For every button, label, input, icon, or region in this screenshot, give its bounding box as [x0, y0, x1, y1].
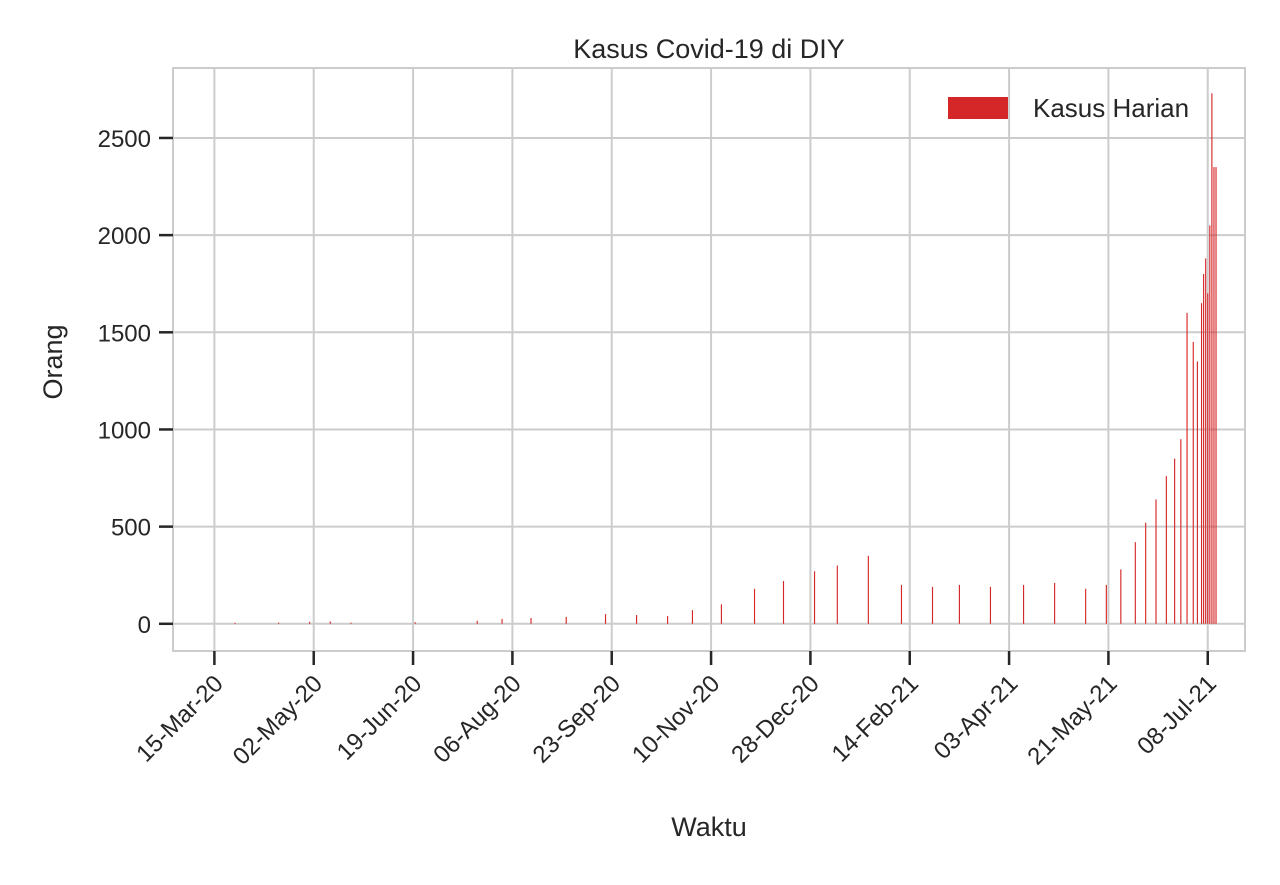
bar-kasus-harian [900, 584, 903, 624]
bar-kasus-harian [1192, 342, 1194, 624]
bars-kasus-harian [234, 93, 1217, 624]
bar-kasus-harian [1120, 569, 1122, 624]
bar-kasus-harian [1054, 582, 1056, 624]
y-axis-label: Orang [38, 324, 68, 399]
bar-kasus-harian [1196, 361, 1198, 624]
bar-kasus-harian [234, 622, 236, 624]
plot-frame [172, 67, 1246, 652]
y-tick-label: 0 [138, 612, 151, 639]
bar-kasus-harian [1134, 542, 1136, 624]
bar-kasus-harian [1105, 584, 1107, 624]
bar-kasus-harian [1211, 93, 1213, 624]
bar-kasus-harian [635, 615, 638, 624]
y-tick-label: 2000 [98, 223, 151, 250]
bar-kasus-harian [667, 616, 669, 624]
chart-title: Kasus Covid-19 di DIY [573, 34, 845, 64]
bar-kasus-harian [989, 586, 992, 624]
bar-kasus-harian [753, 588, 756, 624]
legend-label-kasus-harian: Kasus Harian [1033, 93, 1189, 123]
bar-kasus-harian [1145, 522, 1147, 624]
legend-swatch-kasus-harian [948, 97, 1008, 119]
y-tick-label: 1500 [98, 320, 151, 347]
bar-kasus-harian [1085, 588, 1087, 624]
bar-kasus-harian [1174, 458, 1176, 624]
bar-kasus-harian [277, 622, 280, 624]
bar-kasus-harian [1207, 293, 1209, 624]
bar-kasus-harian [530, 617, 532, 624]
bar-kasus-harian [1209, 225, 1211, 624]
bar-kasus-harian [1200, 303, 1203, 624]
bar-kasus-harian [691, 610, 694, 624]
bar-kasus-harian [604, 614, 607, 624]
bar-kasus-harian [1165, 476, 1167, 624]
y-axis-ticks: 0 500 1000 1500 2000 2500 [98, 126, 173, 639]
bar-kasus-harian [813, 571, 816, 624]
bar-kasus-harian [309, 621, 311, 624]
x-axis-label: Waktu [671, 812, 747, 842]
bar-kasus-harian [1215, 167, 1217, 624]
bar-kasus-harian [931, 586, 934, 624]
bar-kasus-harian [1022, 584, 1025, 624]
legend: Kasus Harian [948, 93, 1189, 123]
bar-kasus-harian [836, 565, 838, 624]
bar-kasus-harian [501, 618, 503, 624]
bar-kasus-harian [1205, 258, 1207, 624]
bar-kasus-harian [476, 620, 478, 624]
bar-kasus-harian [867, 555, 869, 624]
bar-kasus-harian [350, 622, 352, 624]
bar-kasus-harian [1203, 273, 1205, 624]
y-tick-label: 500 [111, 515, 151, 542]
y-tick-label: 2500 [98, 126, 151, 153]
bar-kasus-harian [1155, 499, 1157, 624]
bar-kasus-harian [782, 581, 785, 624]
bar-kasus-harian [565, 616, 567, 624]
bar-kasus-harian [414, 622, 416, 624]
bar-kasus-harian [329, 621, 331, 624]
bar-kasus-harian [1180, 439, 1182, 624]
bar-kasus-harian [1186, 312, 1188, 624]
bar-kasus-harian [720, 604, 722, 624]
bar-kasus-harian [958, 584, 960, 624]
bar-kasus-harian [1213, 167, 1215, 624]
y-tick-label: 1000 [98, 417, 151, 444]
